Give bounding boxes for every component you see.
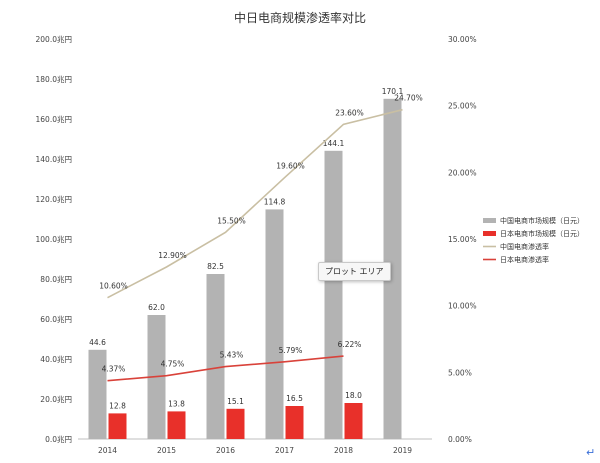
japan-penetration-point-label: 5.43%: [220, 351, 244, 360]
japan-market-size-bar: [285, 406, 304, 439]
japan-penetration-point-label: 6.22%: [338, 340, 362, 349]
china-penetration-legend-label: 中国电商渗透率: [500, 242, 549, 251]
china-market-size-bar: [206, 274, 225, 439]
return-arrow-icon: ↵: [586, 446, 596, 459]
china-penetration-point-label: 19.60%: [276, 162, 305, 171]
y-left-tick-label: 60.0兆円: [40, 314, 72, 324]
japan-market-size-bar: [108, 413, 127, 439]
japan-market-size-bar-label: 16.5: [286, 394, 303, 403]
y-left-tick-label: 180.0兆円: [36, 74, 72, 84]
china-market-size-bar: [324, 150, 343, 440]
china-market-size-legend-label: 中国电商市场规模（日元）: [500, 216, 584, 225]
y-right-tick-label: 20.00%: [448, 168, 477, 177]
y-left-tick-label: 160.0兆円: [36, 114, 72, 124]
japan-market-size-bar-label: 18.0: [345, 391, 362, 400]
x-tick-label: 2019: [393, 446, 412, 455]
china-penetration-point-label: 10.60%: [99, 282, 128, 291]
china-market-size-bar-label: 62.0: [148, 303, 165, 312]
japan-market-size-bar-label: 15.1: [227, 397, 244, 406]
y-right-tick-label: 30.00%: [448, 35, 477, 44]
y-left-tick-label: 140.0兆円: [36, 154, 72, 164]
y-right-tick-label: 15.00%: [448, 235, 477, 244]
china-penetration-line: [107, 108, 403, 299]
china-market-size-bar-label: 170.1: [382, 87, 404, 96]
x-tick-label: 2014: [98, 446, 117, 455]
x-tick-label: 2018: [334, 446, 353, 455]
y-left-tick-label: 20.0兆円: [40, 394, 72, 404]
y-left-tick-label: 100.0兆円: [36, 234, 72, 244]
y-left-tick-label: 200.0兆円: [36, 34, 72, 44]
x-tick-label: 2015: [157, 446, 176, 455]
plot-area-tooltip: プロット エリア: [318, 262, 391, 281]
japan-market-size-bar: [226, 408, 245, 439]
china-market-size-bar: [88, 349, 107, 439]
y-right-tick-label: 25.00%: [448, 102, 477, 111]
china-penetration-point-label: 15.50%: [217, 216, 246, 225]
china-market-size-bar-label: 144.1: [323, 139, 345, 148]
y-right-tick-label: 10.00%: [448, 302, 477, 311]
japan-market-size-bar-label: 12.8: [109, 401, 126, 410]
y-left-tick-label: 120.0兆円: [36, 194, 72, 204]
chart-title: 中日电商规模渗透率对比: [234, 10, 366, 25]
china-market-size-bar: [383, 98, 402, 440]
japan-market-size-legend-label: 日本电商市场规模（日元）: [500, 229, 584, 238]
china-penetration-point-label: 12.90%: [158, 251, 187, 260]
plot-area[interactable]: 0.0兆円 20.0兆円 40.0兆円 60.0兆円 80.0兆円 100.0兆円 120.…: [36, 34, 584, 455]
y-left-tick-label: 0.0兆円: [45, 434, 72, 444]
japan-penetration-legend-label: 日本电商渗透率: [500, 255, 549, 264]
japan-market-size-legend-swatch: [483, 231, 496, 236]
y-left-tick-label: 80.0兆円: [40, 274, 72, 284]
japan-market-size-bar: [344, 403, 363, 439]
japan-penetration-point-label: 5.79%: [279, 346, 303, 355]
y-right-tick-label: 5.00%: [448, 368, 472, 377]
x-tick-label: 2017: [275, 446, 294, 455]
japan-penetration-line: [107, 355, 344, 382]
china-market-size-bar-label: 114.8: [264, 197, 286, 206]
japan-penetration-point-label: 4.75%: [161, 360, 185, 369]
china-market-size-bar-label: 44.6: [89, 338, 106, 347]
x-tick-label: 2016: [216, 446, 235, 455]
japan-market-size-bar: [167, 411, 186, 439]
y-right-tick-label: 0.00%: [448, 435, 472, 444]
china-market-size-legend-swatch: [483, 218, 496, 223]
china-market-size-bar: [265, 209, 284, 439]
china-penetration-point-label: 23.60%: [335, 108, 364, 117]
china-market-size-bar-label: 82.5: [207, 262, 224, 271]
japan-market-size-bar-label: 13.8: [168, 399, 185, 408]
china-penetration-point-label: 24.70%: [394, 94, 423, 103]
japan-penetration-point-label: 4.37%: [102, 365, 126, 374]
y-left-tick-label: 40.0兆円: [40, 354, 72, 364]
